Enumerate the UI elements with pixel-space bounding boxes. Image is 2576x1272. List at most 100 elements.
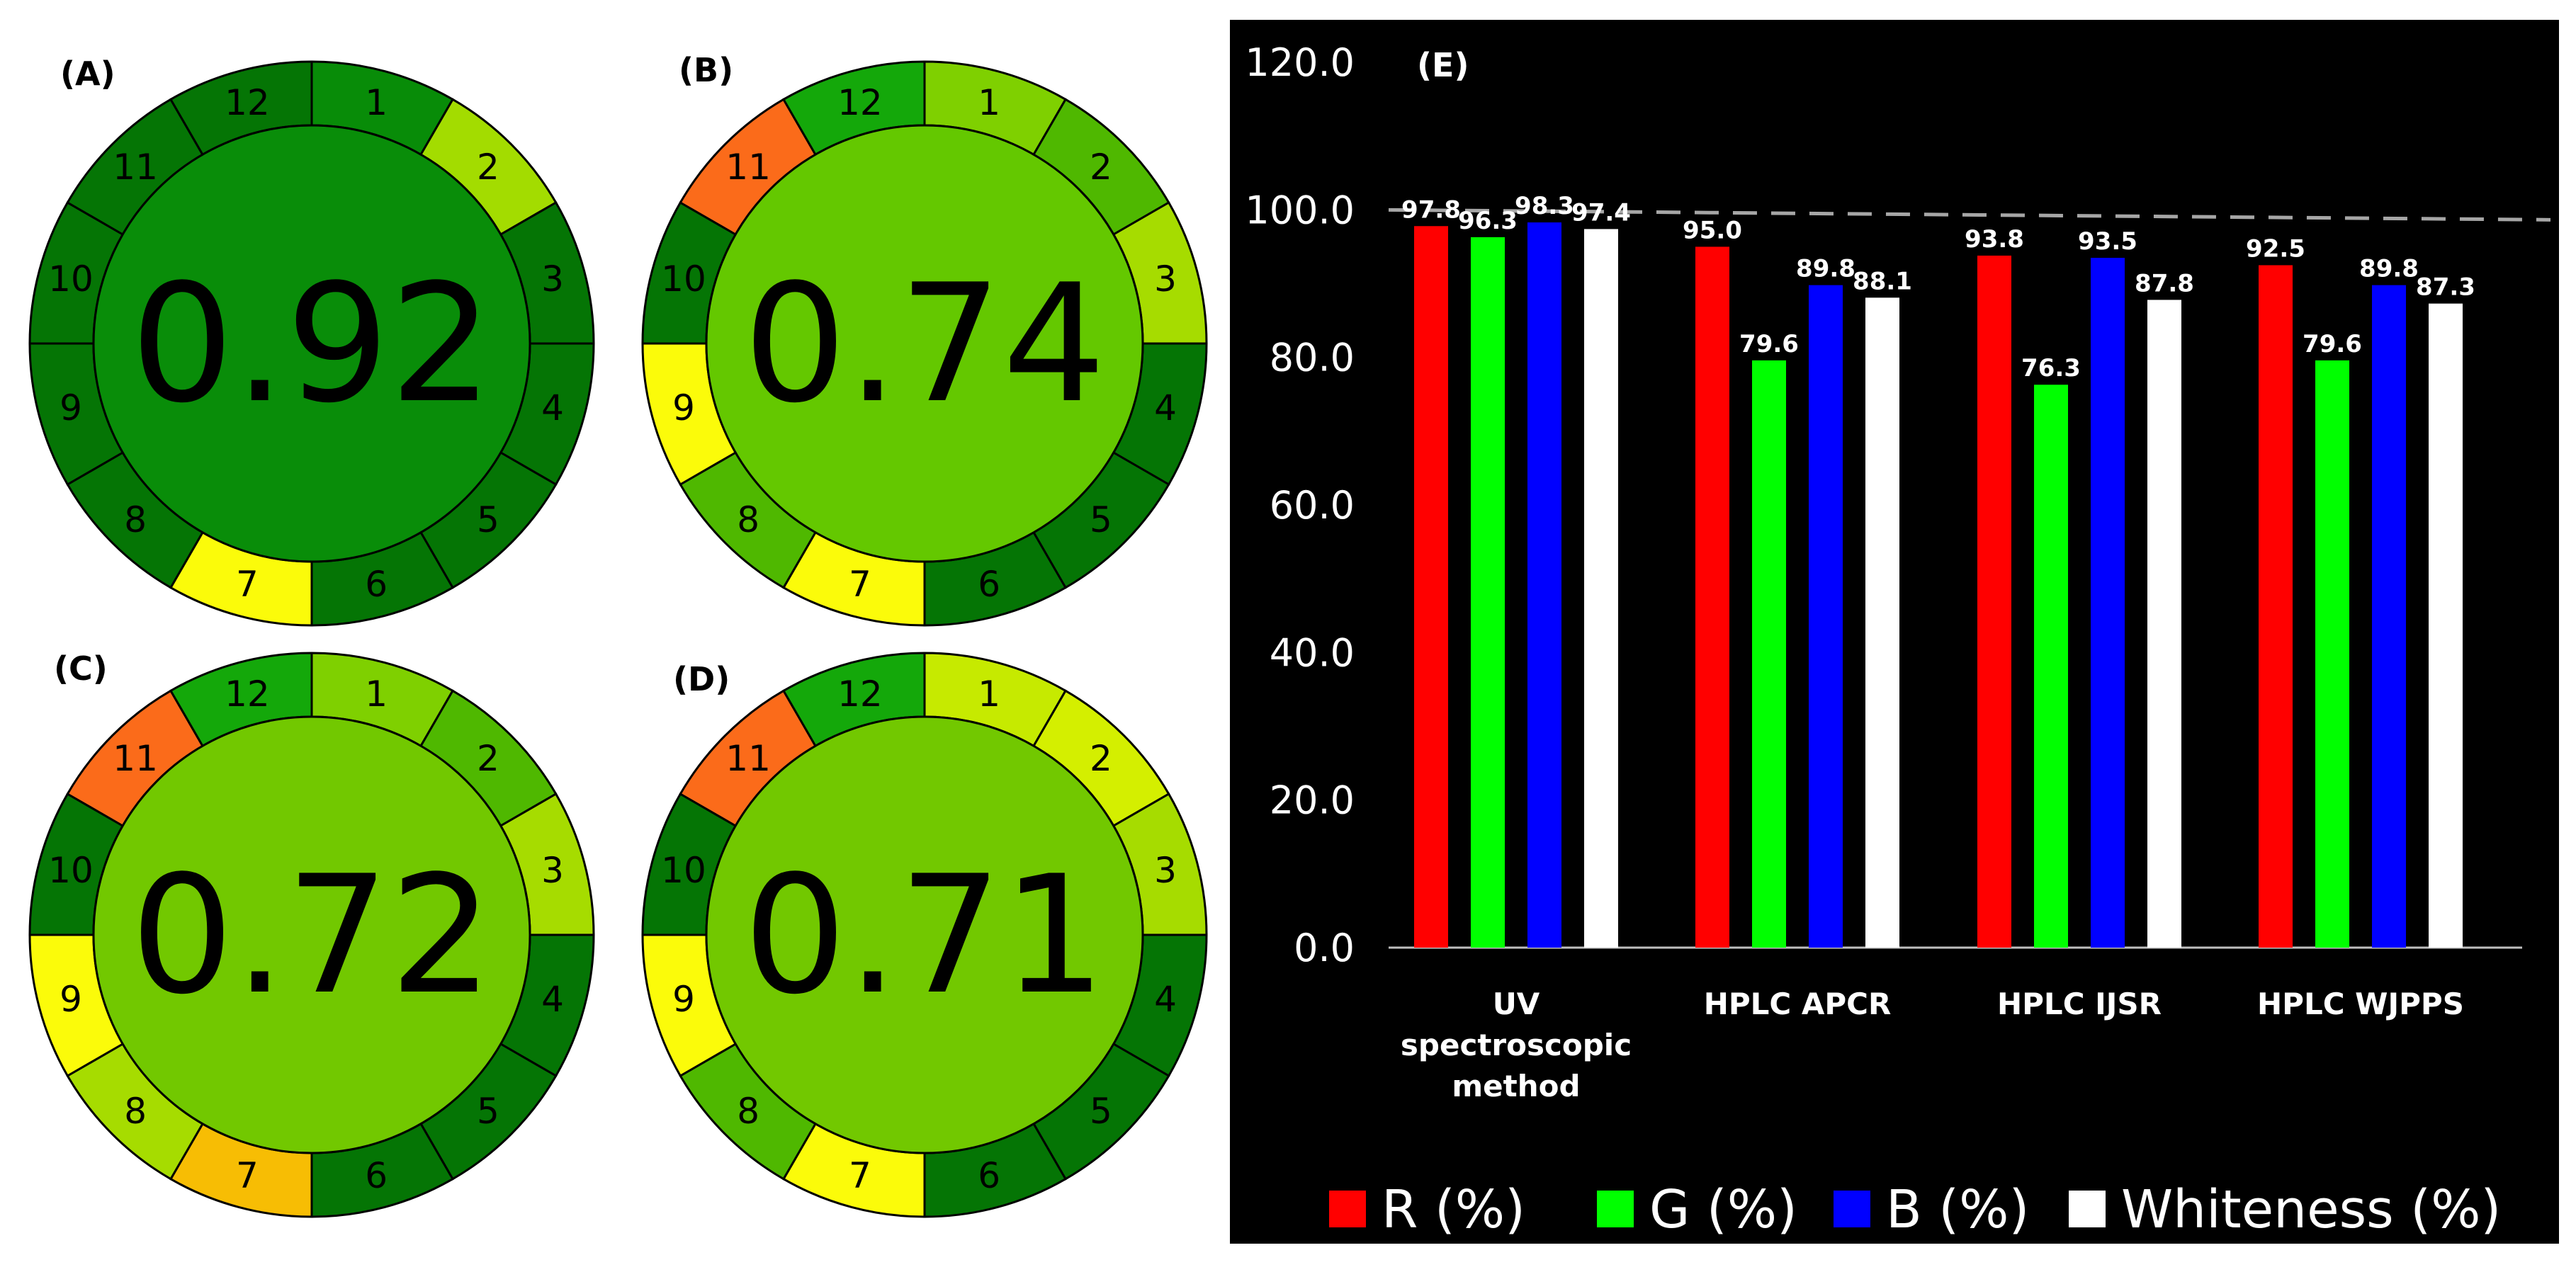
pie-a-score: 0.92 bbox=[130, 250, 493, 439]
segment-number: 5 bbox=[1090, 1091, 1112, 1132]
data-label: 89.8 bbox=[1796, 255, 1855, 283]
pie-c-score: 0.72 bbox=[130, 841, 493, 1030]
legend-swatch bbox=[1597, 1191, 1634, 1227]
data-label: 92.5 bbox=[2246, 234, 2305, 263]
segment-number: 3 bbox=[1154, 259, 1177, 300]
legend-label: R (%) bbox=[1382, 1179, 1525, 1240]
y-tick-label: 40.0 bbox=[1270, 630, 1355, 675]
data-label: 87.8 bbox=[2135, 269, 2194, 297]
segment-number: 7 bbox=[236, 1155, 259, 1196]
pie-d-score: 0.71 bbox=[743, 841, 1106, 1030]
category-label: HPLC IJSR bbox=[1997, 987, 2162, 1021]
pie-d-label: (D) bbox=[673, 660, 730, 698]
segment-number: 3 bbox=[541, 850, 564, 891]
pie-d-segments bbox=[641, 652, 1208, 1218]
bar bbox=[2147, 300, 2181, 948]
bar bbox=[1695, 246, 1729, 948]
segment-number: 8 bbox=[124, 1091, 147, 1132]
segment-number: 1 bbox=[978, 82, 1000, 123]
segment-number: 12 bbox=[837, 674, 883, 715]
segment-number: 2 bbox=[477, 738, 499, 779]
bar bbox=[1584, 229, 1618, 948]
category-label: HPLC APCR bbox=[1704, 987, 1892, 1021]
segment-number: 11 bbox=[725, 147, 771, 188]
y-tick-label: 120.0 bbox=[1245, 40, 1355, 85]
data-label: 96.3 bbox=[1458, 207, 1518, 235]
pie-a-center bbox=[92, 124, 531, 563]
segment-number: 4 bbox=[541, 387, 564, 428]
segment-number: 12 bbox=[225, 674, 270, 715]
segment-number: 5 bbox=[1090, 499, 1112, 540]
data-label: 97.8 bbox=[1401, 195, 1461, 224]
segment-number: 6 bbox=[365, 564, 388, 605]
segment-number: 11 bbox=[113, 147, 158, 188]
segment-number: 9 bbox=[672, 979, 695, 1020]
segment-number: 11 bbox=[113, 738, 158, 779]
pie-b-center bbox=[705, 124, 1144, 563]
y-tick-label: 60.0 bbox=[1270, 483, 1355, 528]
legend-label: Whiteness (%) bbox=[2121, 1179, 2501, 1240]
segment-number: 6 bbox=[978, 564, 1000, 605]
bar bbox=[1471, 237, 1505, 948]
segment-number: 10 bbox=[661, 259, 706, 300]
bar bbox=[2315, 360, 2349, 948]
bar bbox=[1865, 297, 1899, 948]
category-labels: UV spectroscopic method HPLC APCR HPLC IJSR H… bbox=[1401, 987, 2464, 1103]
category-label: method bbox=[1452, 1069, 1580, 1103]
bar bbox=[1977, 255, 2011, 948]
category-label: spectroscopic bbox=[1401, 1028, 1632, 1062]
data-label: 76.3 bbox=[2021, 354, 2081, 382]
bar bbox=[1809, 285, 1843, 948]
legend: R (%) G (%) B (%) Whiteness (%) bbox=[1329, 1179, 2501, 1240]
y-tick-label: 100.0 bbox=[1245, 188, 1355, 232]
segment-number: 7 bbox=[849, 564, 871, 605]
pie-b-score: 0.74 bbox=[743, 250, 1106, 439]
pie-a-label: (A) bbox=[60, 55, 115, 93]
segment-number: 8 bbox=[737, 1091, 759, 1132]
segment-number: 9 bbox=[672, 387, 695, 428]
bar-chart-panel: 0.0 20.0 40.0 60.0 80.0 100.0 120.0 97.8 95.0 93… bbox=[1230, 20, 2559, 1244]
data-label: 79.6 bbox=[1739, 330, 1799, 358]
segment-number: 3 bbox=[541, 259, 564, 300]
segment-number: 12 bbox=[837, 82, 883, 123]
data-labels: 97.8 95.0 93.8 92.5 96.3 79.6 76.3 79.6 98.3 89.8… bbox=[1401, 192, 2475, 382]
segment-number: 1 bbox=[365, 674, 388, 715]
bar bbox=[2034, 385, 2068, 948]
legend-label: G (%) bbox=[1649, 1179, 1797, 1240]
segment-number: 6 bbox=[978, 1155, 1000, 1196]
segment-number: 4 bbox=[1154, 387, 1177, 428]
y-tick-label: 80.0 bbox=[1270, 336, 1355, 380]
data-label: 93.8 bbox=[1965, 225, 2024, 254]
pie-c-label: (C) bbox=[54, 649, 108, 688]
y-tick-label: 0.0 bbox=[1294, 926, 1355, 970]
bar bbox=[1752, 360, 1786, 948]
segment-number: 9 bbox=[60, 979, 82, 1020]
chart-panel-label: (E) bbox=[1417, 46, 1469, 84]
legend-swatch bbox=[2069, 1191, 2106, 1227]
segment-number: 5 bbox=[477, 499, 499, 540]
segment-number: 4 bbox=[541, 979, 564, 1020]
data-label: 87.3 bbox=[2416, 273, 2475, 302]
bar bbox=[2259, 265, 2293, 948]
bar bbox=[2429, 303, 2463, 948]
segment-number: 6 bbox=[365, 1155, 388, 1196]
segment-number: 12 bbox=[225, 82, 270, 123]
data-label: 88.1 bbox=[1853, 267, 1912, 295]
legend-label: B (%) bbox=[1886, 1179, 2029, 1240]
y-tick-label: 20.0 bbox=[1270, 778, 1355, 823]
segment-number: 2 bbox=[1090, 738, 1112, 779]
segment-number: 7 bbox=[236, 564, 259, 605]
segment-number: 7 bbox=[849, 1155, 871, 1196]
category-label: UV bbox=[1493, 987, 1540, 1021]
segment-number: 9 bbox=[60, 387, 82, 428]
segment-number: 10 bbox=[48, 850, 94, 891]
